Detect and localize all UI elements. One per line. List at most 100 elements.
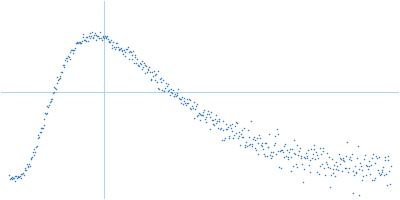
Point [202, 120, 209, 124]
Point [34, 137, 41, 140]
Point [271, 141, 278, 144]
Point [332, 175, 338, 178]
Point [336, 152, 342, 156]
Point [177, 102, 184, 105]
Point [237, 144, 243, 147]
Point [278, 148, 284, 151]
Point [342, 166, 349, 170]
Point [203, 116, 210, 119]
Point [44, 104, 51, 108]
Point [115, 48, 122, 51]
Point [67, 51, 74, 54]
Point [86, 37, 93, 40]
Point [159, 89, 165, 92]
Point [189, 104, 195, 107]
Point [100, 36, 106, 39]
Point [50, 90, 57, 93]
Point [256, 133, 262, 137]
Point [292, 153, 298, 156]
Point [316, 172, 322, 175]
Point [349, 192, 356, 195]
Point [154, 86, 161, 89]
Point [168, 87, 174, 90]
Point [11, 176, 17, 179]
Point [266, 132, 272, 135]
Point [352, 165, 358, 168]
Point [296, 146, 303, 149]
Point [28, 156, 34, 159]
Point [353, 170, 360, 174]
Point [211, 123, 217, 126]
Point [343, 155, 350, 158]
Point [259, 141, 266, 144]
Point [323, 151, 330, 155]
Point [196, 111, 202, 114]
Point [180, 102, 186, 106]
Point [37, 131, 43, 134]
Point [70, 48, 77, 51]
Point [346, 166, 353, 170]
Point [82, 38, 88, 42]
Point [184, 102, 190, 105]
Point [166, 88, 172, 92]
Point [108, 39, 114, 42]
Point [226, 135, 232, 138]
Point [39, 127, 45, 130]
Point [163, 82, 169, 85]
Point [160, 89, 167, 92]
Point [322, 173, 328, 176]
Point [170, 94, 177, 97]
Point [198, 113, 204, 116]
Point [153, 72, 159, 75]
Point [64, 57, 70, 60]
Point [341, 159, 347, 162]
Point [384, 159, 391, 162]
Point [191, 101, 198, 104]
Point [236, 134, 242, 138]
Point [345, 171, 351, 174]
Point [224, 128, 230, 131]
Point [222, 128, 229, 131]
Point [158, 80, 164, 84]
Point [117, 47, 123, 50]
Point [54, 76, 61, 79]
Point [376, 171, 382, 174]
Point [294, 144, 301, 147]
Point [277, 149, 283, 152]
Point [33, 145, 39, 148]
Point [310, 152, 316, 155]
Point [231, 133, 237, 137]
Point [220, 129, 226, 132]
Point [325, 165, 331, 168]
Point [304, 154, 311, 157]
Point [338, 157, 344, 160]
Point [44, 112, 50, 115]
Point [290, 151, 297, 154]
Point [6, 174, 12, 177]
Point [361, 157, 367, 160]
Point [63, 57, 69, 60]
Point [213, 114, 220, 117]
Point [354, 157, 360, 160]
Point [154, 80, 160, 84]
Point [60, 65, 67, 69]
Point [147, 70, 153, 74]
Point [176, 97, 183, 101]
Point [225, 125, 231, 128]
Point [210, 118, 216, 121]
Point [74, 41, 80, 45]
Point [209, 118, 215, 122]
Point [72, 42, 79, 45]
Point [367, 172, 373, 175]
Point [109, 46, 116, 49]
Point [70, 51, 76, 54]
Point [45, 105, 52, 109]
Point [75, 41, 81, 44]
Point [32, 150, 38, 153]
Point [18, 172, 25, 175]
Point [242, 146, 249, 149]
Point [56, 76, 63, 79]
Point [230, 136, 236, 140]
Point [162, 86, 168, 89]
Point [107, 41, 113, 44]
